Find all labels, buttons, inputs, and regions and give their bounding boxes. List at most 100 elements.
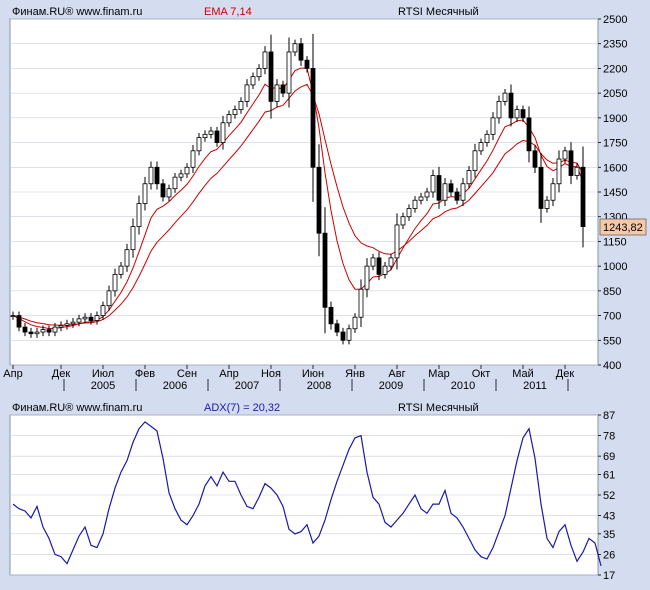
candle — [148, 161, 154, 190]
candle-body — [328, 306, 334, 325]
candle — [478, 138, 484, 155]
candle-body — [502, 92, 508, 102]
price-header-indicator: EMA 7,14 — [204, 6, 252, 18]
candle-body — [136, 203, 142, 228]
month-axis: Апр Дек Июл Фев Сен Апр Ноя Июн Янв Авг Мар Окт Май Д… — [3, 365, 574, 380]
candle-body — [526, 117, 532, 152]
candle — [550, 177, 556, 207]
adx-y-tick-label: 52 — [603, 490, 615, 502]
candle — [280, 80, 286, 98]
candle — [94, 311, 100, 325]
candle — [526, 106, 532, 163]
candle — [448, 179, 454, 197]
adx-y-tick-label: 35 — [603, 529, 615, 541]
year-axis: 2005 2006 2007 2008 2009 2010 2011 — [63, 379, 569, 392]
candle-body — [358, 288, 364, 318]
candle-body — [214, 130, 220, 143]
candle — [40, 325, 46, 337]
candle-body — [28, 331, 34, 335]
candle-body — [46, 329, 52, 333]
candle — [196, 133, 202, 156]
candle — [88, 313, 94, 325]
candle-body — [382, 265, 388, 275]
price-y-tick-label: 1450 — [603, 187, 627, 199]
candle-body — [574, 166, 580, 176]
candle-body — [430, 175, 436, 193]
candle — [34, 327, 40, 338]
candle — [316, 144, 322, 257]
candle — [400, 212, 406, 230]
candle — [382, 262, 388, 279]
candle — [286, 37, 292, 108]
month-tick-label: Окт — [472, 368, 491, 380]
adx-y-tick-label: 26 — [603, 549, 615, 561]
candle — [490, 112, 496, 141]
last-price-label-bg — [599, 218, 647, 236]
candle-body — [262, 51, 268, 69]
candle-body — [514, 109, 520, 119]
candle-body — [220, 122, 226, 143]
candle-body — [196, 137, 202, 152]
candle — [10, 311, 16, 320]
year-tick-label: 2005 — [91, 380, 115, 392]
candle — [238, 97, 244, 114]
candle — [58, 321, 64, 332]
adx-header-title: RTSI Месячный — [398, 402, 479, 414]
candle — [112, 268, 118, 297]
candle — [172, 173, 178, 193]
candle — [328, 301, 334, 330]
candle-body — [556, 158, 562, 185]
adx-y-axis: 17 26 35 43 52 61 69 78 87 — [598, 410, 615, 582]
candle — [580, 146, 586, 248]
candlestick-series — [10, 33, 586, 345]
candle-body — [346, 328, 352, 341]
month-tick-label: Май — [512, 368, 534, 380]
candle-body — [124, 249, 130, 267]
candle-body — [466, 170, 472, 185]
candle — [370, 253, 376, 271]
candle — [310, 33, 316, 202]
candle-body — [268, 51, 274, 102]
adx-y-tick-label: 17 — [603, 570, 615, 582]
price-grid — [10, 18, 598, 366]
candle-body — [154, 166, 160, 185]
candle-body — [544, 199, 550, 209]
candle — [472, 143, 478, 178]
price-y-tick-label: 2200 — [603, 63, 627, 75]
candle-body — [256, 68, 262, 78]
candle-body — [442, 183, 448, 201]
price-y-tick-label: 400 — [603, 360, 621, 372]
candle-body — [70, 321, 76, 325]
ema7-line — [12, 67, 584, 330]
candle — [376, 252, 382, 281]
year-tick-label: 2009 — [379, 380, 403, 392]
adx-y-tick-label: 78 — [603, 431, 615, 443]
candle-body — [478, 142, 484, 152]
candle — [532, 145, 538, 174]
candle — [334, 319, 340, 337]
candle-body — [130, 226, 136, 251]
candle-body — [538, 166, 544, 209]
candle-body — [76, 318, 82, 323]
candle — [574, 163, 580, 180]
candle — [130, 218, 136, 258]
candle — [208, 126, 214, 139]
candle-body — [184, 166, 190, 175]
candle — [28, 327, 34, 338]
candle — [298, 37, 304, 66]
candle-body — [418, 196, 424, 201]
candle — [466, 165, 472, 189]
year-tick-label: 2006 — [163, 380, 187, 392]
candle-body — [88, 316, 94, 321]
candle-body — [250, 76, 256, 86]
candle-body — [298, 43, 304, 61]
candle — [544, 196, 550, 213]
candle — [538, 152, 544, 223]
month-tick-label: Дек — [556, 368, 575, 380]
candle-body — [304, 59, 310, 69]
candle-body — [412, 199, 418, 209]
candle-body — [388, 257, 394, 267]
candle-body — [364, 265, 370, 290]
price-y-tick-label: 2350 — [603, 39, 627, 51]
